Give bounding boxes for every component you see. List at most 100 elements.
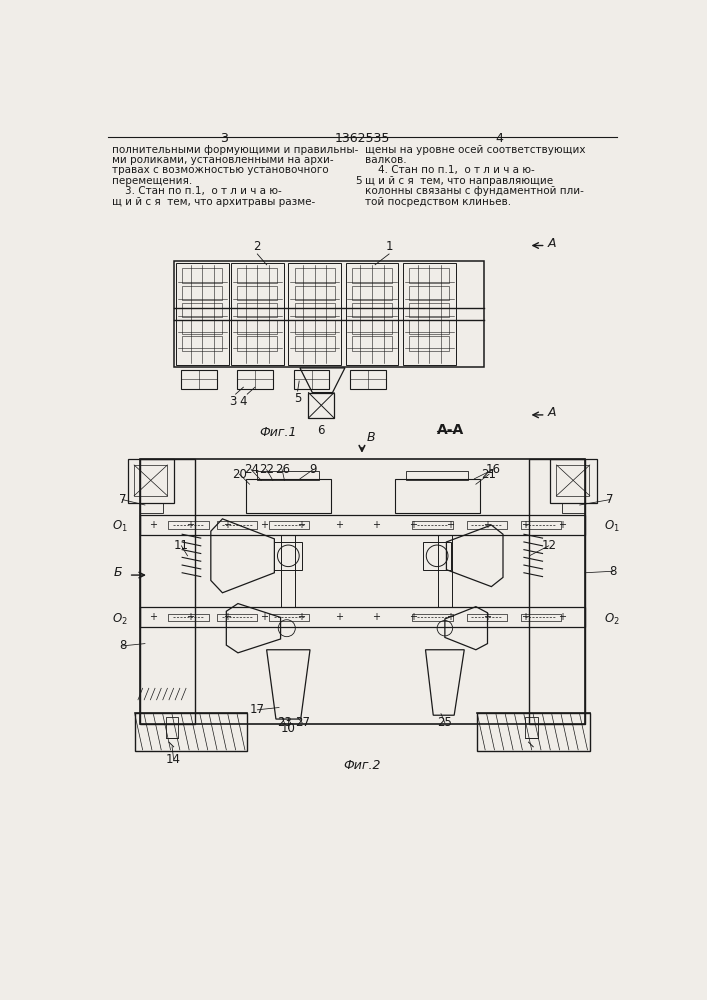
Bar [438,535,452,607]
Text: A: A [548,237,556,250]
Bar [237,370,273,389]
Bar [352,320,392,334]
Bar [346,263,398,365]
Bar [257,471,320,480]
Text: 1362535: 1362535 [334,132,390,145]
Text: 7: 7 [119,493,127,506]
Bar [182,268,222,283]
Text: +: + [334,520,343,530]
Text: той посредством клиньев.: той посредством клиньев. [365,197,511,207]
Text: $O_2$: $O_2$ [604,611,619,627]
Bar [182,336,222,351]
Text: A: A [548,406,556,419]
Text: 17: 17 [250,703,265,716]
Bar [246,479,331,513]
Bar [412,521,452,529]
Text: 3: 3 [230,395,237,408]
Text: 3. Стан по п.1,  о т л и ч а ю-: 3. Стан по п.1, о т л и ч а ю- [112,186,281,196]
Text: +: + [186,612,194,622]
Bar [238,268,277,283]
Text: перемещения.: перемещения. [112,176,192,186]
Bar [134,465,167,496]
Bar [168,614,209,621]
Bar [269,614,309,621]
Bar [139,503,163,513]
Bar [467,521,507,529]
Text: +: + [372,612,380,622]
Text: +: + [372,520,380,530]
Bar [139,459,195,724]
Text: +: + [298,520,305,530]
Bar [168,521,209,529]
Bar [128,459,175,503]
Bar [423,542,451,570]
Bar [521,521,561,529]
Bar [281,535,296,607]
Text: щены на уровне осей соответствующих: щены на уровне осей соответствующих [365,145,585,155]
Bar [406,471,468,480]
Bar [409,303,450,317]
Bar [288,263,341,365]
Text: +: + [148,520,157,530]
Text: 5: 5 [356,176,362,186]
Bar [139,459,585,724]
Bar [269,521,309,529]
Bar [182,370,217,389]
Bar [217,521,257,529]
Bar [403,263,456,365]
Bar [295,268,334,283]
Bar [352,303,392,317]
Text: +: + [148,612,157,622]
Bar [238,303,277,317]
Text: 26: 26 [274,463,290,476]
Bar [238,320,277,334]
Text: A-A: A-A [437,423,464,437]
Bar [295,286,334,300]
Text: +: + [223,612,231,622]
Text: ми роликами, установленными на архи-: ми роликами, установленными на архи- [112,155,333,165]
Text: 24: 24 [244,463,259,476]
Bar [550,459,597,503]
Text: 6: 6 [317,424,325,437]
Bar [139,607,585,627]
Text: 10: 10 [281,722,296,735]
Text: $O_1$: $O_1$ [604,519,619,534]
Bar [174,261,484,367]
Bar [409,336,450,351]
Text: 5: 5 [294,392,301,405]
Bar [308,393,334,418]
Text: +: + [520,520,529,530]
Bar [409,286,450,300]
Text: B: B [367,431,375,444]
Text: +: + [223,520,231,530]
Text: щ и й с я  тем, что направляющие: щ и й с я тем, что направляющие [365,176,553,186]
Text: 3: 3 [220,132,228,145]
Bar [295,336,334,351]
Text: +: + [446,520,455,530]
Text: 14: 14 [166,753,181,766]
Text: щ и й с я  тем, что архитравы разме-: щ и й с я тем, что архитравы разме- [112,197,315,207]
Bar [176,263,228,365]
Text: 4: 4 [240,395,247,408]
Text: 21: 21 [481,468,496,481]
Text: 4. Стан по п.1,  о т л и ч а ю-: 4. Стан по п.1, о т л и ч а ю- [365,165,534,175]
Text: 8: 8 [119,639,126,652]
Bar [467,614,507,621]
Bar [274,542,303,570]
Bar [182,303,222,317]
Text: 7: 7 [606,493,614,506]
Text: +: + [484,520,491,530]
Bar [556,465,589,496]
Bar [166,717,178,738]
Text: +: + [558,520,566,530]
Bar [562,503,585,513]
Text: 20: 20 [232,468,247,481]
Text: 27: 27 [295,716,310,729]
Text: +: + [409,612,417,622]
Text: 9: 9 [310,463,317,476]
Text: 8: 8 [609,565,617,578]
Text: Фиг.2: Фиг.2 [343,759,380,772]
Bar [409,320,450,334]
Text: 23: 23 [277,716,292,729]
Bar [238,286,277,300]
